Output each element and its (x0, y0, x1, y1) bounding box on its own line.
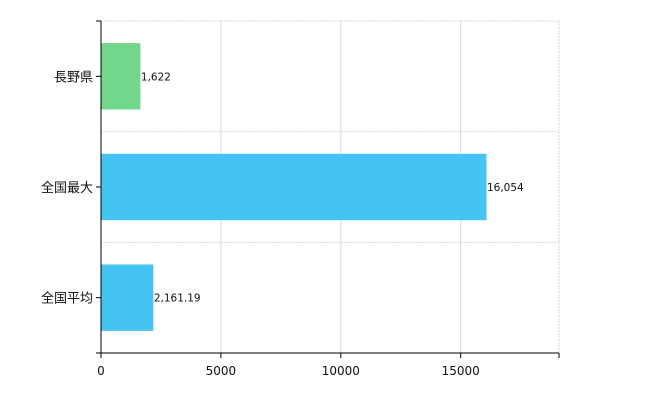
x-tick-label: 15000 (442, 364, 480, 378)
data-label-2: 16,054 (487, 182, 524, 194)
category-label-2: 全国最大 (41, 180, 93, 196)
bar-1 (101, 43, 141, 110)
bars (101, 43, 487, 331)
bar-2 (101, 153, 487, 221)
data-label-3: 2,161.19 (154, 293, 201, 305)
data-label-1: 1,622 (141, 71, 171, 83)
category-label-1: 長野県 (54, 70, 93, 85)
x-tick-label: 10000 (322, 364, 360, 378)
axes (96, 20, 560, 358)
x-tick-label: 5000 (206, 364, 237, 378)
x-tick-label: 0 (97, 364, 105, 378)
labels: 1,622 長野県 16,054 全国最大 2,161.19 全国平均 0 5000 10000… (41, 70, 524, 378)
category-label-3: 全国平均 (41, 291, 93, 307)
bar-3 (101, 264, 154, 331)
